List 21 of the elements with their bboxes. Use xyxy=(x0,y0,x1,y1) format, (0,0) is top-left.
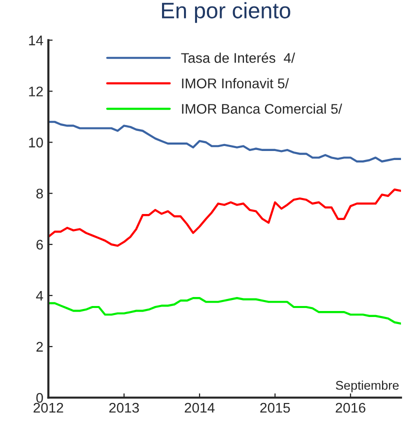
y-tick-label: 6 xyxy=(36,240,43,250)
x-tick-label: 2014 xyxy=(184,402,215,413)
y-tick-label: 8 xyxy=(36,188,43,199)
y-tick-label: 4 xyxy=(36,290,44,301)
y-tick-label: 2 xyxy=(36,342,43,352)
x-tick-label: 2012 xyxy=(34,402,64,413)
y-tick-label: 12 xyxy=(29,86,43,96)
line-series xyxy=(48,297,401,325)
legend-label: IMOR Infonavit 5/ xyxy=(182,78,289,88)
y-tick-label: 0 xyxy=(36,392,43,403)
legend-label: IMOR Banca Comercial 5/ xyxy=(182,104,342,114)
line-series xyxy=(48,120,401,163)
x-tick-label: 2015 xyxy=(260,402,290,413)
line-series xyxy=(48,188,401,247)
x-tick-label: 2013 xyxy=(109,402,139,413)
x-tick-label: 2016 xyxy=(336,402,366,413)
y-tick-label: 14 xyxy=(29,36,44,46)
y-tick-label: 10 xyxy=(29,138,43,148)
legend-label: Tasa de Interés 4/ xyxy=(181,52,296,63)
chart-title: En por ciento xyxy=(162,2,290,23)
annotation: Septiembre xyxy=(336,380,399,392)
